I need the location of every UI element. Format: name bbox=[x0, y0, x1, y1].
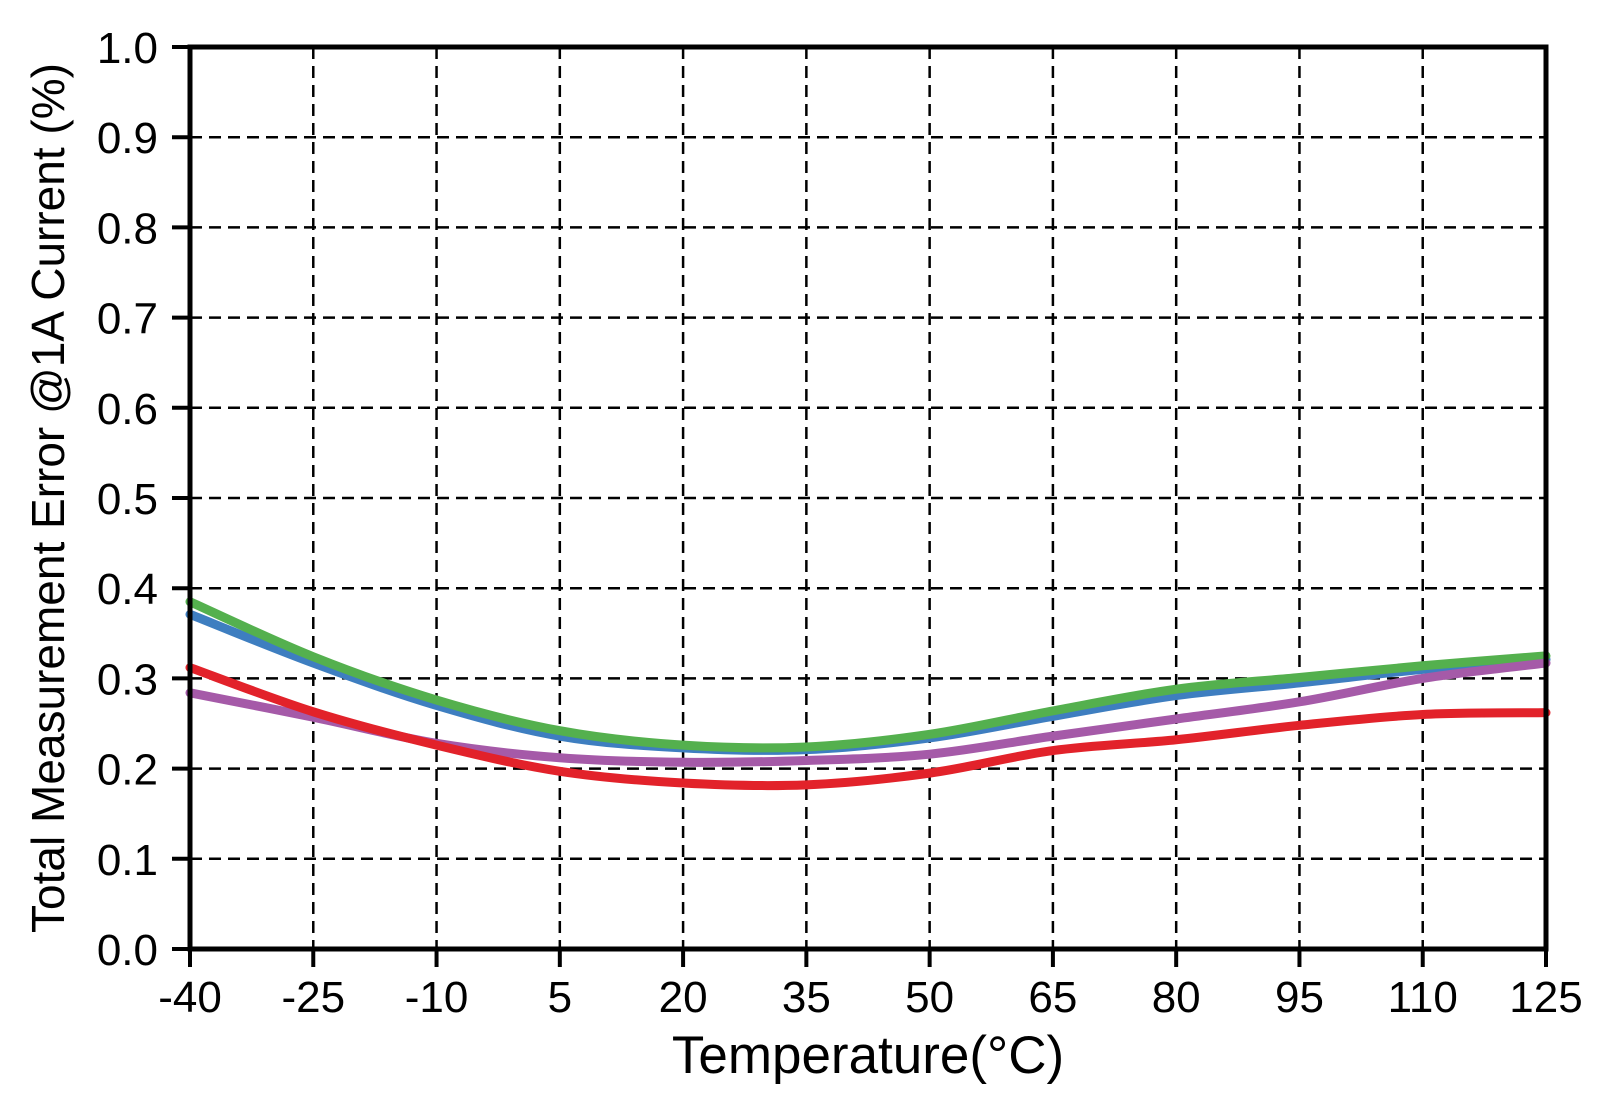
y-tick-label: 0.8 bbox=[97, 204, 158, 253]
x-tick-label: 95 bbox=[1275, 973, 1324, 1022]
y-tick-label: 0.1 bbox=[97, 836, 158, 885]
y-tick-label: 0.7 bbox=[97, 295, 158, 344]
x-tick-label: 5 bbox=[548, 973, 572, 1022]
y-tick-label: 0.2 bbox=[97, 746, 158, 795]
y-tick-label: 0.5 bbox=[97, 475, 158, 524]
series-layer bbox=[185, 597, 1551, 791]
series-line-green-series bbox=[185, 597, 1551, 753]
x-tick-label: 110 bbox=[1388, 973, 1458, 1022]
x-tick-label: 35 bbox=[782, 973, 831, 1022]
x-tick-label: 65 bbox=[1028, 973, 1077, 1022]
y-tick-label: 0.9 bbox=[97, 114, 158, 163]
x-tick-label: -25 bbox=[281, 973, 345, 1022]
y-tick-label: 0.4 bbox=[97, 565, 158, 614]
tick-layer bbox=[172, 45, 1548, 967]
plot-border bbox=[187, 44, 1549, 952]
series-line-red-series bbox=[185, 663, 1551, 791]
x-axis-title: Temperature(°C) bbox=[672, 1026, 1064, 1085]
x-tick-label: 20 bbox=[659, 973, 708, 1022]
y-axis-title: Total Measurement Error @1A Current (%) bbox=[22, 63, 74, 933]
x-tick-label: 80 bbox=[1152, 973, 1201, 1022]
y-tick-label: 1.0 bbox=[97, 24, 158, 73]
axes-frame bbox=[187, 44, 1549, 952]
tick-label-layer: -40 -25 -10 5 20 35 50 65 80 95 110 125 0.0 0.1 0.2 0.3… bbox=[97, 24, 1583, 1022]
y-tick-label: 0.0 bbox=[97, 926, 158, 975]
x-tick-label: 125 bbox=[1509, 973, 1582, 1022]
x-tick-label: -10 bbox=[405, 973, 469, 1022]
grid-layer bbox=[190, 47, 1546, 949]
y-tick-label: 0.6 bbox=[97, 385, 158, 434]
x-tick-label: 50 bbox=[905, 973, 954, 1022]
y-tick-label: 0.3 bbox=[97, 655, 158, 704]
x-tick-label: -40 bbox=[158, 973, 222, 1022]
